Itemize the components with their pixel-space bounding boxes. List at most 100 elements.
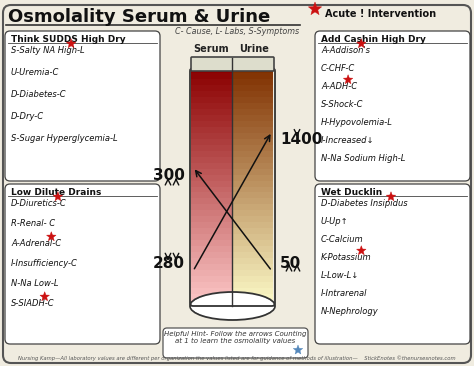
- Bar: [191, 74, 232, 80]
- Text: Think SUDDS High Dry: Think SUDDS High Dry: [11, 35, 126, 44]
- Bar: [191, 109, 232, 116]
- Polygon shape: [386, 192, 396, 201]
- FancyBboxPatch shape: [315, 184, 470, 344]
- Bar: [191, 198, 232, 205]
- Text: Urine: Urine: [239, 44, 269, 54]
- Bar: [191, 240, 232, 246]
- Bar: [232, 252, 273, 258]
- Bar: [191, 175, 232, 181]
- Bar: [232, 175, 273, 181]
- Bar: [191, 288, 232, 294]
- Bar: [232, 85, 273, 92]
- Bar: [232, 246, 273, 253]
- Text: C-Calcium: C-Calcium: [321, 235, 364, 244]
- Bar: [232, 276, 273, 282]
- Text: Helpful Hint- Follow the arrows Counting
at 1 to learn the osmolality values: Helpful Hint- Follow the arrows Counting…: [164, 331, 307, 344]
- Bar: [232, 198, 273, 205]
- Bar: [191, 270, 232, 276]
- Bar: [232, 163, 273, 169]
- Bar: [232, 115, 273, 122]
- Bar: [232, 97, 273, 104]
- Text: N-Na Sodium High-L: N-Na Sodium High-L: [321, 154, 405, 163]
- Polygon shape: [40, 292, 49, 301]
- Bar: [232, 282, 273, 288]
- Bar: [232, 121, 273, 127]
- FancyBboxPatch shape: [163, 328, 308, 358]
- Text: S-Shock-C: S-Shock-C: [321, 100, 364, 109]
- Bar: [232, 299, 273, 306]
- Text: Acute ! Intervention: Acute ! Intervention: [325, 9, 436, 19]
- Bar: [191, 204, 232, 211]
- Bar: [191, 151, 232, 157]
- Text: N-Na Low-L: N-Na Low-L: [11, 279, 58, 288]
- Text: D-Diabetes Insipidus: D-Diabetes Insipidus: [321, 199, 408, 208]
- Bar: [232, 216, 273, 223]
- Text: C- Cause, L- Labs, S-Symptoms: C- Cause, L- Labs, S-Symptoms: [175, 27, 299, 36]
- Bar: [232, 74, 273, 80]
- Polygon shape: [66, 39, 76, 48]
- Text: D-Dry-C: D-Dry-C: [11, 112, 44, 122]
- Bar: [232, 204, 273, 211]
- Bar: [191, 282, 232, 288]
- Text: Wet Ducklin: Wet Ducklin: [321, 188, 382, 197]
- Bar: [191, 294, 232, 300]
- Bar: [191, 133, 232, 139]
- Bar: [191, 193, 232, 199]
- Bar: [232, 169, 273, 175]
- Bar: [191, 157, 232, 163]
- FancyBboxPatch shape: [191, 57, 274, 71]
- Bar: [232, 210, 273, 217]
- Bar: [191, 145, 232, 151]
- Bar: [232, 157, 273, 163]
- Text: S-Sugar Hyperglycemia-L: S-Sugar Hyperglycemia-L: [11, 134, 118, 143]
- Bar: [232, 139, 273, 145]
- Text: U-Up↑: U-Up↑: [321, 217, 348, 227]
- Bar: [191, 252, 232, 258]
- Polygon shape: [53, 192, 63, 201]
- Ellipse shape: [190, 292, 275, 320]
- Text: Serum: Serum: [193, 44, 229, 54]
- Text: 1400: 1400: [280, 132, 322, 147]
- Bar: [191, 210, 232, 217]
- Bar: [191, 163, 232, 169]
- Bar: [191, 216, 232, 223]
- Bar: [191, 103, 232, 110]
- Text: Add Cashin High Dry: Add Cashin High Dry: [321, 35, 426, 44]
- Text: U-Uremia-C: U-Uremia-C: [11, 68, 59, 77]
- Text: I-Increased↓: I-Increased↓: [321, 137, 374, 145]
- Bar: [232, 258, 273, 264]
- Bar: [232, 270, 273, 276]
- Bar: [232, 67, 273, 74]
- Bar: [232, 234, 273, 240]
- Text: D-Diuretics-C: D-Diuretics-C: [11, 199, 67, 208]
- Polygon shape: [343, 75, 353, 84]
- Bar: [191, 115, 232, 122]
- Text: H-Hypovolemia-L: H-Hypovolemia-L: [321, 118, 393, 127]
- Ellipse shape: [191, 294, 274, 318]
- Bar: [232, 193, 273, 199]
- Bar: [232, 127, 273, 134]
- Text: Osmolality Serum & Urine: Osmolality Serum & Urine: [8, 8, 270, 26]
- Text: S-SIADH-C: S-SIADH-C: [11, 299, 55, 309]
- Bar: [232, 288, 273, 294]
- Bar: [232, 151, 273, 157]
- Text: A-ADH-C: A-ADH-C: [321, 82, 357, 92]
- FancyBboxPatch shape: [5, 184, 160, 344]
- Text: D-Diabetes-C: D-Diabetes-C: [11, 90, 67, 100]
- Bar: [232, 228, 273, 235]
- Bar: [232, 145, 273, 151]
- Text: L-Low-L↓: L-Low-L↓: [321, 272, 359, 280]
- Bar: [191, 91, 232, 98]
- Text: N-Nephrology: N-Nephrology: [321, 307, 379, 316]
- FancyBboxPatch shape: [315, 31, 470, 181]
- Text: I-Insufficiency-C: I-Insufficiency-C: [11, 259, 78, 268]
- Text: 50: 50: [280, 256, 301, 271]
- Polygon shape: [46, 232, 56, 241]
- Bar: [232, 294, 273, 300]
- Bar: [191, 79, 232, 86]
- Bar: [232, 103, 273, 110]
- Text: 280: 280: [153, 256, 185, 271]
- Bar: [191, 299, 232, 306]
- Bar: [191, 97, 232, 104]
- Bar: [232, 187, 273, 193]
